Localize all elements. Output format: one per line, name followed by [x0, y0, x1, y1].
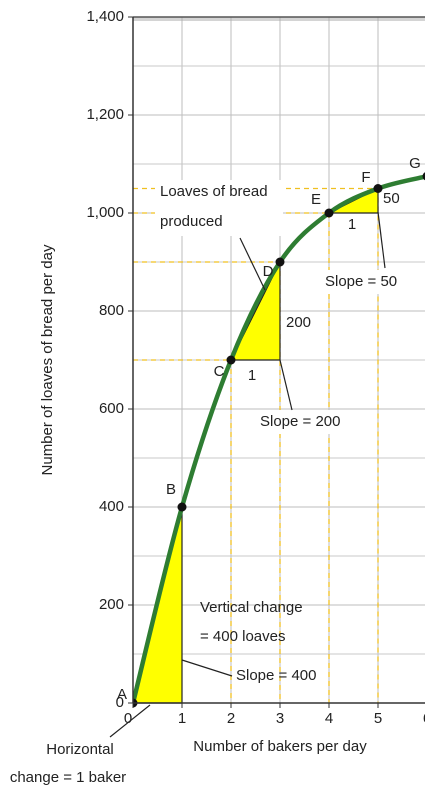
point-label: A [117, 686, 127, 703]
point [275, 257, 285, 267]
leader-line [377, 211, 386, 269]
y-tick-label: 600 [99, 400, 124, 417]
label-bg [256, 410, 366, 434]
x-tick-label: 5 [374, 710, 382, 727]
x-tick-label: 3 [276, 710, 284, 727]
point-label: G [409, 155, 421, 172]
leader-line [279, 359, 293, 411]
point [422, 172, 425, 181]
y-tick-label: 800 [99, 302, 124, 319]
point-label: D [263, 263, 274, 280]
leader-line [239, 237, 266, 291]
x-tick-label: 2 [227, 710, 235, 727]
point-label: C [214, 363, 225, 380]
curve [133, 174, 425, 704]
leader-line [181, 659, 233, 677]
y-tick-label: 1,400 [86, 8, 124, 25]
leader-line [109, 704, 151, 738]
point-label: E [311, 191, 321, 208]
annotation: Horizontal [46, 741, 114, 758]
annotation: Vertical change [200, 599, 303, 616]
y-tick-label: 1,200 [86, 106, 124, 123]
annotation: Loaves of bread [160, 183, 268, 200]
annotation: change = 1 baker [10, 769, 126, 786]
y-tick-label: 1,000 [86, 204, 124, 221]
y-tick-label: 400 [99, 498, 124, 515]
x-tick-label: 4 [325, 710, 333, 727]
x-axis-title: Number of bakers per day [193, 738, 367, 755]
y-tick-label: 200 [99, 596, 124, 613]
annotation: Slope = 50 [325, 273, 397, 290]
point [177, 502, 187, 512]
annotation: 1 [348, 216, 356, 233]
annotation: 50 [383, 190, 400, 207]
point [373, 184, 383, 193]
point-label: F [361, 169, 370, 186]
y-axis-title: Number of loaves of bread per day [39, 244, 56, 475]
point [324, 208, 334, 218]
annotation: = 400 loaves [200, 628, 285, 645]
annotation: Slope = 400 [236, 667, 317, 684]
point [226, 355, 236, 365]
x-tick-label: 6 [423, 710, 425, 727]
annotation: Slope = 200 [260, 413, 341, 430]
label-bg [155, 180, 283, 236]
x-tick-label: 1 [178, 710, 186, 727]
annotation: 1 [248, 367, 256, 384]
point-label: B [166, 481, 176, 498]
annotation: 200 [286, 314, 311, 331]
x-tick-label: 0 [124, 710, 132, 727]
label-bg [321, 270, 421, 294]
annotation: produced [160, 213, 223, 230]
y-tick-label: 0 [116, 694, 124, 711]
